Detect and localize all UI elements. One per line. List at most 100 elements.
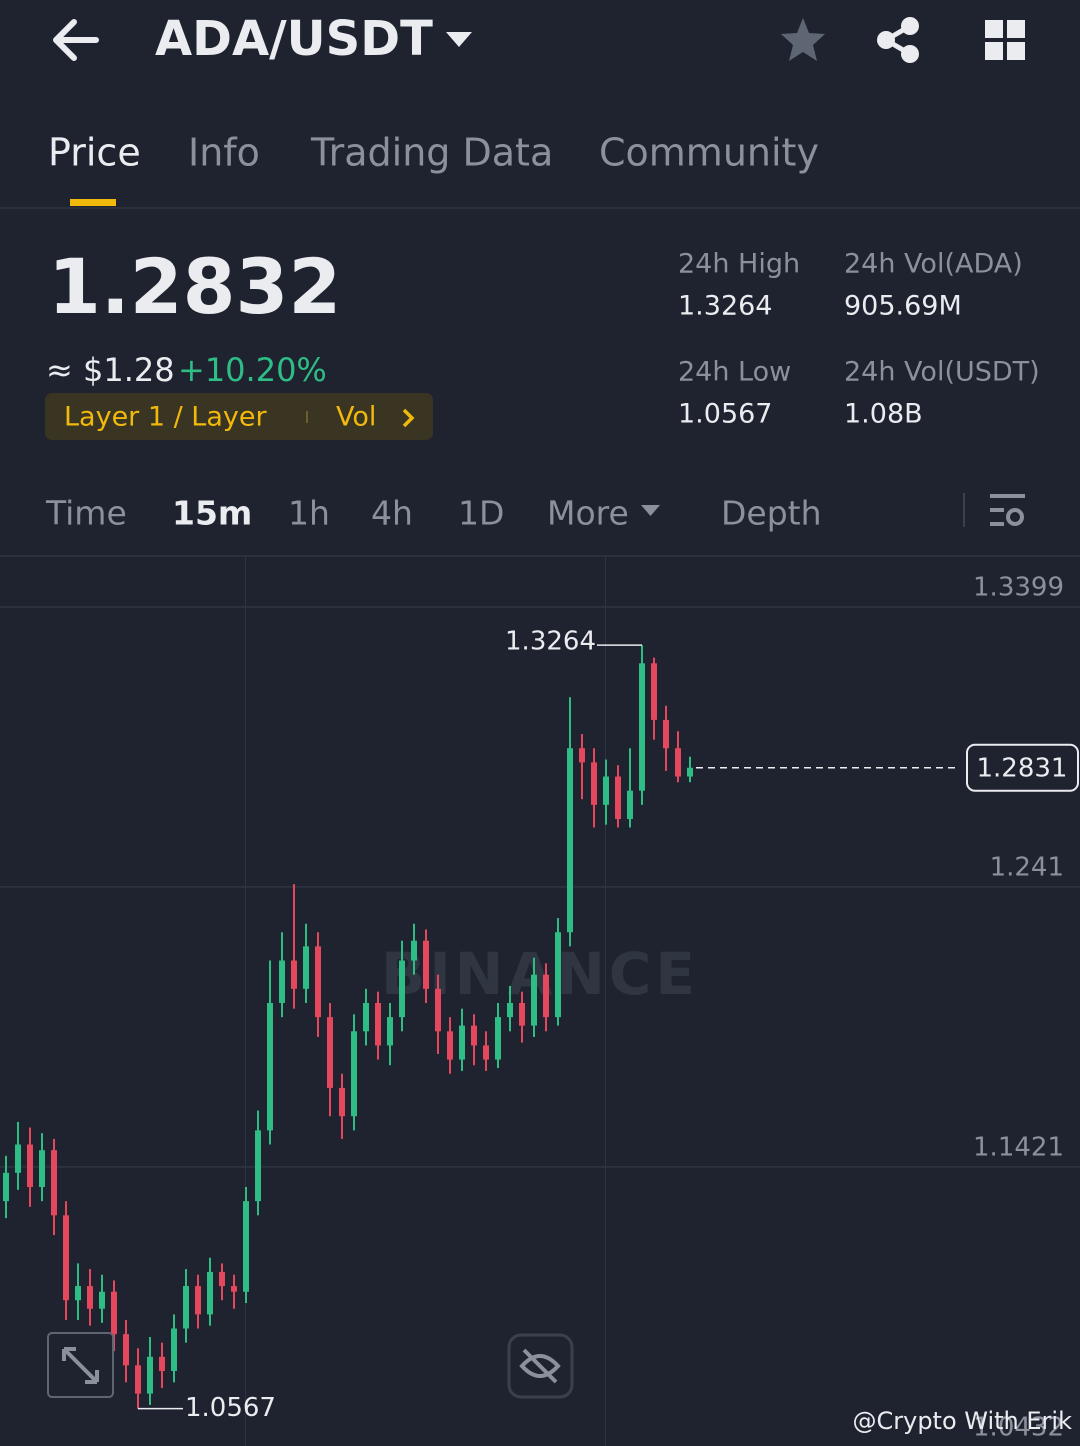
candle-body	[363, 1002, 369, 1032]
hide-indicators-button[interactable]	[507, 1333, 574, 1399]
candle-body	[75, 1286, 81, 1301]
expand-arrows	[62, 1347, 99, 1384]
candle-body	[315, 946, 321, 1018]
candle-body	[303, 946, 309, 989]
candle-body	[663, 719, 669, 749]
candle-body	[183, 1286, 189, 1329]
candle-body	[411, 940, 417, 961]
expand-button[interactable]	[47, 1332, 114, 1398]
interval[interactable]: 1h	[288, 494, 330, 533]
more-dropdown[interactable]	[641, 505, 660, 516]
y-tick-label: 1.1421	[973, 1132, 1064, 1162]
candle-body	[579, 748, 585, 763]
fiat-price: ≈ $1.28	[46, 351, 175, 389]
grid-square	[985, 42, 1003, 60]
current-price-label: 1.2831	[977, 753, 1068, 783]
tag-background	[45, 393, 433, 440]
candle-body	[615, 776, 621, 819]
candle-body	[459, 1025, 465, 1060]
candle-body	[591, 762, 597, 805]
candle-body	[483, 1045, 489, 1060]
back-button[interactable]	[53, 19, 99, 61]
candle-body	[243, 1201, 249, 1292]
chart-settings-icon[interactable]	[990, 494, 1025, 526]
candle-body	[375, 1002, 381, 1046]
vertical-grid-line	[245, 557, 246, 1446]
y-tick-label: 1.0432	[973, 1412, 1064, 1442]
stat-label: 24h Vol(USDT)	[844, 357, 1040, 388]
candle-body	[627, 790, 633, 819]
candle-body	[207, 1271, 213, 1315]
interval[interactable]: 4h	[371, 494, 413, 533]
share-lines	[881, 23, 912, 57]
candle-body	[135, 1365, 141, 1394]
tab[interactable]: Trading Data	[310, 131, 553, 175]
divider	[0, 207, 1080, 209]
candlestick-chart: BINANCE 1.3399 1.241 1.1421 1.0432 1.3264 1.0…	[0, 557, 1080, 1446]
interval[interactable]: 1D	[458, 494, 504, 533]
candle-body	[447, 1031, 453, 1060]
candle-body	[255, 1130, 261, 1202]
candle-body	[507, 1002, 513, 1018]
settings-gear	[1006, 508, 1024, 526]
candle-body	[471, 1025, 477, 1046]
separator	[963, 493, 965, 527]
candle-body	[3, 1172, 9, 1202]
candle-body	[99, 1291, 105, 1309]
tag-vol: Vol	[336, 402, 376, 433]
candle-body	[279, 960, 285, 1003]
vertical-grid-line	[605, 557, 606, 1446]
tab[interactable]: Price	[48, 131, 141, 175]
interval[interactable]: More	[547, 494, 629, 533]
low-label: 1.0567	[185, 1393, 276, 1423]
stat-value: 1.08B	[844, 399, 923, 430]
stat-label: 24h Low	[678, 357, 791, 388]
candle-body	[39, 1150, 45, 1187]
tag-chip[interactable]: Layer 1 / Layer Vol	[45, 393, 433, 440]
candle-body	[651, 663, 657, 720]
grid-square	[985, 20, 1003, 38]
candle-body	[423, 940, 429, 989]
candle-body	[543, 974, 549, 1018]
candle-body	[519, 1002, 525, 1026]
current-price-box	[966, 743, 1079, 792]
candle-body	[27, 1144, 33, 1187]
candle-body	[435, 988, 441, 1032]
candle-body	[267, 1002, 273, 1131]
candle-body	[351, 1031, 357, 1117]
candle-body	[399, 960, 405, 1018]
grid-menu-icon[interactable]	[985, 20, 1025, 60]
stat-value: 1.3264	[678, 291, 772, 322]
back-arrow	[53, 19, 99, 61]
tag-chevron	[402, 408, 415, 428]
pair-title[interactable]: ADA/USDT	[155, 11, 433, 67]
interval[interactable]: Depth	[721, 494, 822, 533]
tab[interactable]: Info	[188, 131, 260, 175]
candle-body	[219, 1271, 225, 1287]
grid-square	[1007, 42, 1025, 60]
candle-body	[147, 1356, 153, 1394]
candle-body	[687, 767, 693, 777]
interval[interactable]: 15m	[172, 494, 252, 533]
candle-body	[111, 1291, 117, 1335]
interval[interactable]: Time	[45, 494, 127, 533]
eye-slash	[522, 1348, 558, 1384]
pair-dropdown[interactable]	[446, 32, 472, 47]
tag-text: Layer 1 / Layer	[64, 402, 267, 433]
candle-body	[639, 663, 645, 791]
candle-body	[387, 1017, 393, 1046]
share-icon[interactable]	[877, 17, 919, 63]
y-tick-label: 1.241	[990, 852, 1064, 882]
candle-body	[15, 1144, 21, 1173]
candle-body	[603, 776, 609, 805]
candle-body	[51, 1150, 57, 1216]
candle-body	[567, 748, 573, 933]
candle-body	[231, 1286, 237, 1292]
tab[interactable]: Community	[599, 131, 819, 175]
candle-body	[339, 1087, 345, 1117]
y-tick-label: 1.3399	[973, 572, 1064, 602]
favorite-star[interactable]	[781, 18, 825, 61]
